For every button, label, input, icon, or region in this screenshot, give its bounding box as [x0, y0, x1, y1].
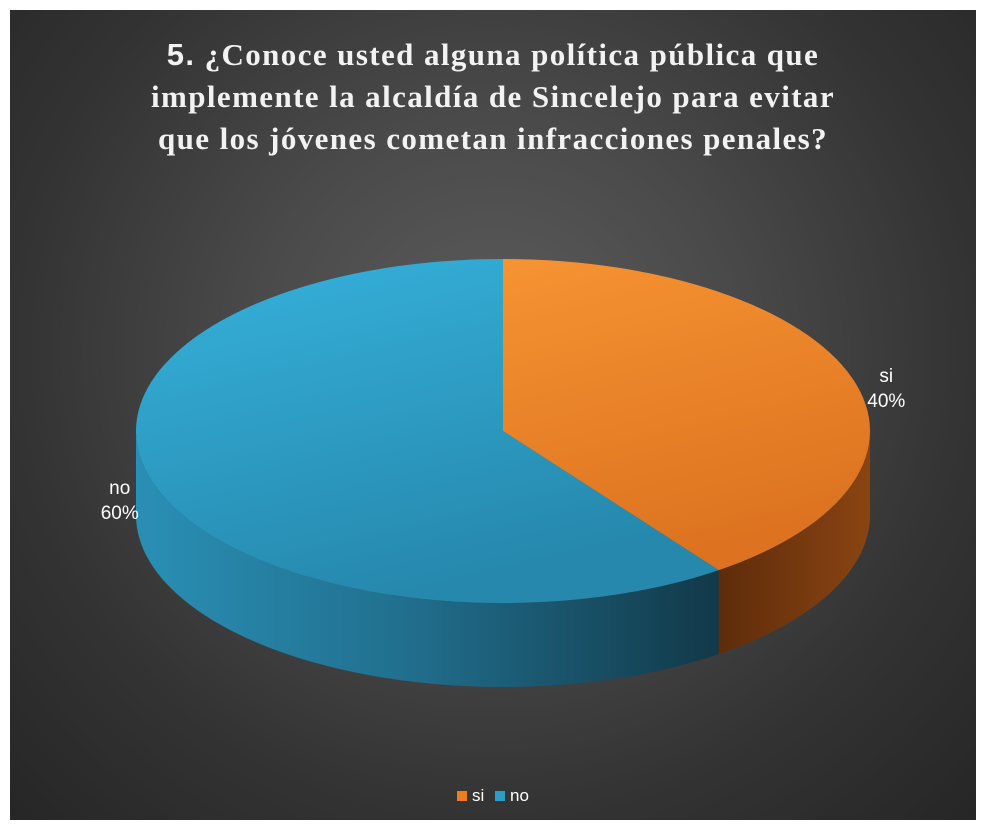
pie-side-no: [136, 431, 719, 687]
pie-side-si: [718, 431, 870, 655]
legend-label-si: si: [472, 786, 485, 805]
data-label-percent: 60%: [101, 503, 139, 524]
legend-label-no: no: [510, 786, 529, 805]
legend-swatch-no: [495, 791, 506, 801]
pie-slice-si: [503, 259, 871, 571]
data-label-category: si: [879, 366, 893, 387]
chart-title-line-3: que los jóvenes cometan infracciones pen…: [157, 121, 829, 156]
chart-title-line-2: implemente la alcaldía de Sincelejo para…: [151, 79, 835, 114]
pie-chart: si 40% no 60%: [101, 259, 905, 687]
legend-item-no: no: [495, 786, 529, 806]
legend-item-si: si: [457, 786, 484, 806]
chart-title: 5. ¿Conoce usted alguna política pública…: [50, 34, 936, 160]
data-label-category: no: [109, 478, 130, 499]
legend: si no: [10, 786, 976, 806]
data-label-no: no 60%: [101, 478, 139, 524]
chart-title-line-1: ¿Conoce usted alguna política pública qu…: [204, 37, 820, 72]
pie-slice-no: [135, 259, 719, 603]
chart-title-number: 5.: [166, 37, 196, 72]
data-label-percent: 40%: [867, 391, 905, 412]
legend-swatch-si: [457, 791, 468, 801]
data-label-si: si 40%: [867, 366, 905, 412]
chart-area: 5. ¿Conoce usted alguna política pública…: [10, 10, 976, 820]
